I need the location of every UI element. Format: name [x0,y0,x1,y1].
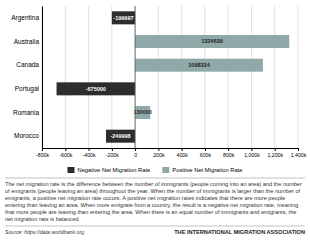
x-tick: 1,400k [291,148,307,158]
grid-line [65,6,66,148]
x-tick-mark [228,148,229,151]
y-tick: Australia [14,38,42,45]
grid-line [158,6,159,148]
y-tick: Canada [16,61,42,68]
x-tick: 400k [177,148,189,158]
description: The net migration rate is the difference… [5,181,302,222]
description-line: that more people are leaving than enteri… [5,209,296,215]
separator [5,226,305,227]
grid [42,6,298,148]
y-tick-label: Argentina [11,14,39,22]
x-tick-mark [135,148,136,151]
x-tick: -400k [83,148,96,158]
x-tick: 1,000k [244,148,260,158]
legend-label: Negative Net Migration Rate [77,167,150,173]
title: THE INTERNATIONAL MIGRATION ASSOCIATION [174,229,305,235]
grid-line [204,6,205,148]
x-tick-label: -600k [59,152,72,158]
y-tick: Romania [13,109,42,116]
y-tick-label: Australia [14,38,40,45]
x-tick-label: 0 [134,152,137,158]
x-tick-mark [112,148,113,151]
x-axis: -800k -600k -400k -200k 0 200k 400k 600k 800k 1,0… [36,148,307,158]
data-label: 1098334 [188,62,210,68]
x-tick-mark [251,148,252,151]
grid-line [274,6,275,148]
x-tick-label: -200k [106,152,119,158]
grid-line [111,6,112,148]
description-line: of emigrants (people leaving an area) th… [5,188,301,194]
grid-line [251,6,252,148]
grid-line [42,6,43,148]
y-tick: Portugal [15,85,42,93]
y-tick: Morocco [14,132,42,139]
x-tick: 0 [134,148,137,158]
y-tick-label: Portugal [15,85,40,93]
x-axis-line [43,149,299,152]
description-line: emigrants, a positive net migration rate… [5,195,285,201]
separator [5,178,305,179]
x-tick-label: 200k [153,152,165,158]
x-tick: 600k [200,148,212,158]
legend-item: Negative Net Migration Rate [67,167,150,173]
legend-swatch [67,167,74,173]
x-tick-mark [298,148,299,151]
x-tick: -800k [36,148,49,158]
x-tick-label: 800k [223,152,235,158]
grid-line [181,6,182,148]
y-tick-label: Canada [16,61,39,68]
chart: -249998 -675000 -199997 130000 1098334 132463… [0,0,310,240]
x-tick-mark [158,148,159,151]
description-line: net migration rate is balanced. [5,216,80,222]
data-label: 1324639 [201,38,222,44]
x-tick: 1,200k [267,148,283,158]
data-labels: -249998 -675000 -199997 130000 1098334 132463… [86,15,223,139]
legend-label: Positive Net Migration Rate [172,167,242,173]
x-tick-label: 1,000k [244,152,260,158]
x-tick-label: -800k [36,152,49,158]
data-label: -199997 [113,15,133,21]
bar [106,130,135,143]
x-tick: -200k [106,148,119,158]
y-tick-label: Morocco [14,132,39,139]
x-tick-mark [182,148,183,151]
data-label: -249998 [110,133,130,139]
y-tick: Argentina [11,14,42,22]
x-tick-label: 600k [200,152,212,158]
x-tick-mark [205,148,206,151]
legend: Negative Net Migration Rate Positive Net … [67,167,242,173]
description-line: entering than leaving an area. When more… [5,202,298,208]
grid-line [135,6,136,148]
x-tick: -600k [59,148,72,158]
grid-line [228,6,229,148]
zero-line [135,6,136,148]
data-label: 130000 [133,109,151,115]
data-label: -675000 [86,86,106,92]
x-tick: 800k [223,148,235,158]
bar [57,82,136,95]
description-line: The net migration rate is the difference… [5,181,302,187]
y-axis: Morocco Romania Portugal Canada Australia Arg… [11,7,42,149]
bar [135,35,289,48]
grid-line [88,6,89,148]
x-tick-mark [89,148,90,151]
x-tick-mark [65,148,66,151]
x-tick-label: 1,400k [291,152,307,158]
legend-item: Positive Net Migration Rate [162,167,242,173]
bars [57,11,290,142]
y-axis-line [42,7,43,149]
y-tick-label: Romania [13,109,39,116]
bar [112,11,135,24]
source: Source: https://data.worldbank.org [5,229,84,235]
x-tick-label: -400k [83,152,96,158]
bar [135,59,263,72]
x-tick-label: 1,200k [267,152,283,158]
x-tick-mark [275,148,276,151]
grid-line [298,6,299,148]
legend-swatch [162,167,169,173]
x-tick-label: 400k [177,152,189,158]
x-tick: 200k [153,148,165,158]
